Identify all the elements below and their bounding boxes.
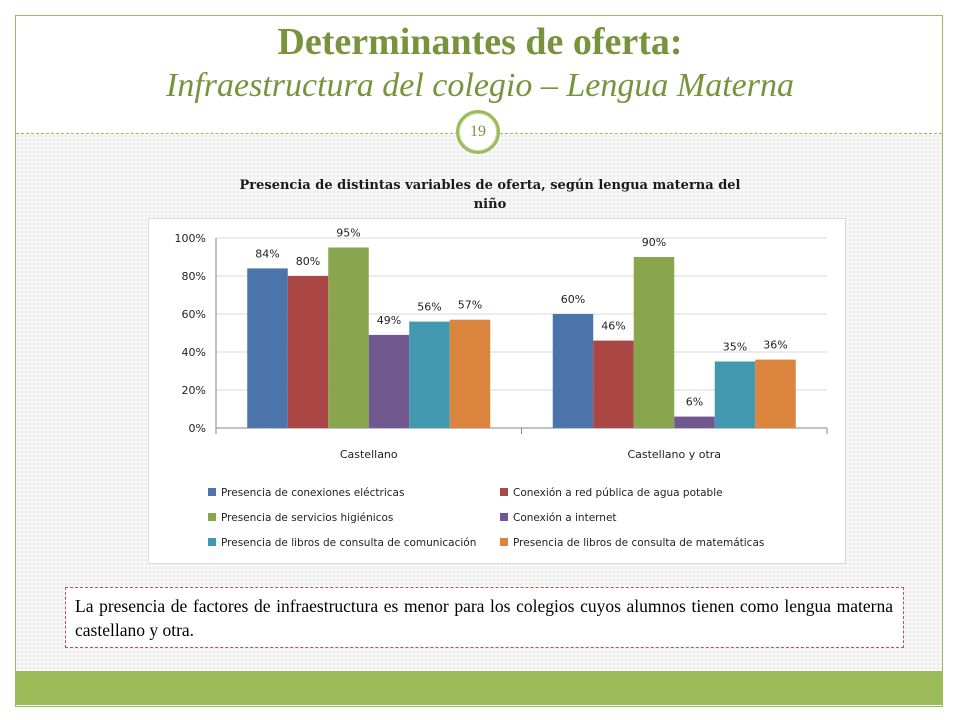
bar: [552, 314, 594, 428]
bar: [593, 340, 634, 428]
legend-swatch: [500, 488, 508, 496]
slide-frame: [15, 15, 943, 707]
bar: [247, 268, 288, 428]
bar: [449, 319, 491, 428]
legend-label: Conexión a internet: [513, 512, 617, 524]
y-tick-label: 100%: [175, 232, 206, 245]
bar: [714, 361, 756, 428]
data-label: 46%: [601, 320, 625, 333]
bar: [287, 276, 329, 428]
legend-swatch: [208, 513, 216, 521]
legend-swatch: [500, 513, 508, 521]
data-label: 35%: [723, 341, 747, 354]
slide-title: Determinantes de oferta:: [277, 21, 683, 63]
x-tick-label: Castellano: [340, 448, 398, 461]
bar: [755, 359, 796, 428]
legend-swatch: [208, 488, 216, 496]
data-label: 90%: [642, 236, 666, 249]
data-label: 36%: [763, 339, 787, 352]
data-label: 6%: [686, 396, 703, 409]
x-tick-label: Castellano y otra: [627, 448, 721, 461]
bar: [633, 257, 675, 428]
legend-swatch: [500, 538, 508, 546]
legend-label: Presencia de libros de consulta de comun…: [221, 537, 476, 549]
data-label: 56%: [417, 301, 441, 314]
chart-title: Presencia de distintas variables de ofer…: [239, 178, 741, 212]
data-label: 57%: [458, 299, 482, 312]
legend-label: Presencia de conexiones eléctricas: [221, 487, 404, 499]
data-label: 95%: [336, 227, 360, 240]
y-tick-label: 80%: [182, 270, 206, 283]
chart: 0% 20% 40% 60% 80% 100% 84% 80% 95% 49% 56% 57% Cast…: [175, 227, 828, 549]
y-tick-label: 20%: [182, 384, 206, 397]
page-number: 19: [456, 110, 500, 154]
data-label: 80%: [296, 255, 320, 268]
bar: [409, 321, 450, 428]
bar: [368, 334, 410, 428]
legend-label: Conexión a red pública de agua potable: [513, 487, 723, 499]
bar: [328, 247, 369, 428]
slide-subtitle: Infraestructura del colegio – Lengua Mat…: [166, 67, 794, 104]
data-label: 84%: [255, 247, 279, 260]
note-box: La presencia de factores de infraestruct…: [65, 587, 904, 648]
note-text: La presencia de factores de infraestruct…: [75, 596, 893, 640]
y-tick-label: 60%: [182, 308, 206, 321]
y-tick-label: 0%: [189, 422, 206, 435]
y-tick-label: 40%: [182, 346, 206, 359]
bar: [674, 416, 715, 428]
footer-bar: [16, 671, 942, 705]
data-label: 49%: [377, 314, 401, 327]
legend-label: Presencia de libros de consulta de matem…: [513, 537, 764, 549]
legend-label: Presencia de servicios higiénicos: [221, 512, 393, 524]
data-label: 60%: [561, 293, 585, 306]
legend-swatch: [208, 538, 216, 546]
